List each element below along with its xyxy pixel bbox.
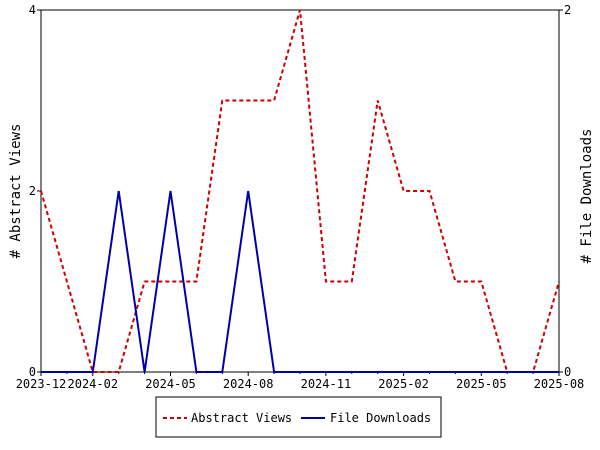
left-tick-label: 4	[29, 3, 36, 17]
x-tick-label: 2025-08	[534, 377, 585, 391]
x-tick-label: 2025-05	[456, 377, 507, 391]
legend-box	[155, 396, 442, 438]
left-tick-label: 0	[29, 365, 36, 379]
series-layer	[40, 9, 560, 373]
left-axis-label: # Abstract Views	[8, 124, 24, 259]
x-tick-label: 2024-02	[68, 377, 119, 391]
right-tick-label: 2	[564, 3, 571, 17]
right-axis-label: # File Downloads	[579, 129, 595, 264]
right-axis-ticks: 02	[559, 3, 571, 379]
series-line-file-downloads	[41, 190, 559, 373]
right-tick-label: 0	[564, 365, 571, 379]
x-tick-label: 2024-08	[223, 377, 274, 391]
x-tick-label: 2025-02	[378, 377, 429, 391]
left-axis-ticks: 0 2 4	[29, 3, 41, 379]
x-axis-ticks: 2023-12 2024-02 2024-05 2024-08 2024-11 2025-…	[16, 372, 585, 391]
legend: Abstract Views File Downloads	[155, 396, 442, 438]
x-tick-label: 2023-12	[16, 377, 67, 391]
legend-label-abstract-views: Abstract Views	[191, 411, 292, 425]
plot-area	[40, 9, 560, 373]
x-tick-label: 2024-11	[301, 377, 352, 391]
series-line-abstract-views	[40, 9, 560, 373]
legend-label-file-downloads: File Downloads	[330, 411, 431, 425]
left-tick-label: 2	[29, 184, 36, 198]
x-tick-label: 2024-05	[145, 377, 196, 391]
